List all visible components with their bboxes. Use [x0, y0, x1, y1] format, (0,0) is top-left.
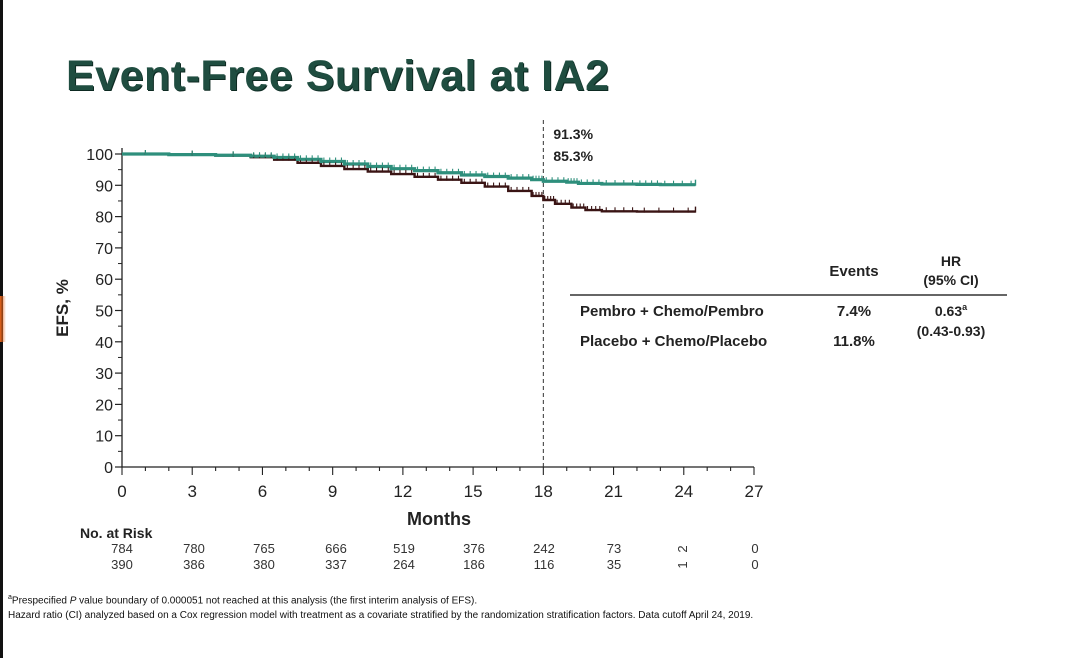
at-risk-cell: 264 — [393, 557, 415, 572]
x-tick-label: 24 — [674, 482, 693, 501]
at-risk-cell: 519 — [393, 541, 415, 556]
at-risk-label: No. at Risk — [80, 525, 153, 541]
y-tick-label: 80 — [95, 210, 113, 227]
slide-title: Event-Free Survival at IA2 — [66, 52, 610, 100]
hr-value-superscript: a — [962, 302, 968, 312]
at-risk-cell: 1 — [675, 561, 690, 568]
at-risk-cell: 765 — [253, 541, 275, 556]
y-tick-label: 10 — [95, 429, 113, 446]
x-ticks: 0 3 6 9 12 15 18 21 24 27 — [117, 467, 763, 501]
table-row-placebo-events: 11.8% — [833, 333, 875, 350]
annotation-placebo-rate: 85.3% — [553, 148, 593, 164]
y-tick-label: 40 — [95, 335, 113, 352]
at-risk-table: No. at Risk 784 780 765 666 519 376 242 73 2 0 390… — [80, 525, 759, 572]
y-tick-label: 0 — [104, 460, 113, 477]
x-tick-label: 6 — [258, 482, 267, 501]
annotation-pembro-rate: 91.3% — [553, 126, 593, 142]
at-risk-cell: 390 — [111, 557, 133, 572]
curve-pembro — [122, 152, 696, 187]
hr-ci: (0.43-0.93) — [917, 323, 985, 339]
y-tick-label: 50 — [95, 304, 113, 321]
at-risk-cell: 2 — [675, 545, 690, 552]
at-risk-cell: 784 — [111, 541, 133, 556]
hr-table: Events HR (95% CI) Pembro + Chemo/Pembro… — [570, 253, 1007, 350]
at-risk-cell: 35 — [607, 557, 621, 572]
y-tick-label: 20 — [95, 397, 113, 414]
footnote-p-value: aPrespecified P value boundary of 0.0000… — [8, 594, 477, 606]
x-axis-label: Months — [407, 509, 471, 529]
x-tick-label: 21 — [604, 482, 623, 501]
at-risk-cell: 780 — [183, 541, 205, 556]
survival-curves — [122, 152, 696, 213]
x-tick-label: 12 — [393, 482, 412, 501]
y-tick-label: 30 — [95, 366, 113, 383]
footnote-hazard-ratio: Hazard ratio (CI) analyzed based on a Co… — [8, 610, 754, 621]
at-risk-cell: 0 — [751, 541, 758, 556]
footnote-sup: a — [8, 594, 12, 601]
at-risk-cell: 376 — [463, 541, 485, 556]
x-tick-label: 9 — [328, 482, 337, 501]
table-row-pembro-label: Pembro + Chemo/Pembro — [580, 303, 764, 320]
x-tick-label: 3 — [187, 482, 196, 501]
censor-marks — [144, 150, 697, 213]
at-risk-cell: 242 — [533, 541, 555, 556]
at-risk-cell: 0 — [751, 557, 758, 572]
left-edge-glow — [0, 296, 6, 342]
table-row-pembro-events: 7.4% — [837, 303, 871, 320]
x-tick-label: 0 — [117, 482, 126, 501]
x-tick-label: 15 — [464, 482, 483, 501]
footnote-p-pre: Prespecified — [11, 595, 70, 607]
at-risk-cell: 386 — [183, 557, 205, 572]
table-row-placebo-label: Placebo + Chemo/Placebo — [580, 333, 767, 350]
table-header-events: Events — [829, 263, 878, 280]
x-tick-label: 18 — [534, 482, 553, 501]
at-risk-cell: 73 — [607, 541, 621, 556]
y-axis-label: EFS, % — [53, 279, 72, 337]
at-risk-cell: 116 — [534, 557, 555, 572]
y-tick-label: 70 — [95, 241, 113, 258]
at-risk-cell: 666 — [325, 541, 347, 556]
at-risk-cell: 186 — [463, 557, 485, 572]
hr-value-number: 0.63 — [935, 303, 962, 319]
y-tick-label: 90 — [95, 178, 113, 195]
table-header-ci: (95% CI) — [923, 272, 978, 288]
x-tick-label: 27 — [745, 482, 764, 501]
table-header-hr: HR — [941, 253, 961, 269]
y-ticks: 0 10 20 30 40 50 60 70 80 90 100 — [86, 147, 122, 477]
footnote-p-post: value boundary of 0.000051 not reached a… — [76, 595, 478, 607]
at-risk-cell: 337 — [325, 557, 347, 572]
hr-value: 0.63a — [935, 302, 968, 319]
at-risk-cell: 380 — [253, 557, 275, 572]
y-tick-label: 100 — [86, 147, 113, 164]
y-tick-label: 60 — [95, 272, 113, 289]
footnote-p-italic: P — [69, 595, 77, 607]
